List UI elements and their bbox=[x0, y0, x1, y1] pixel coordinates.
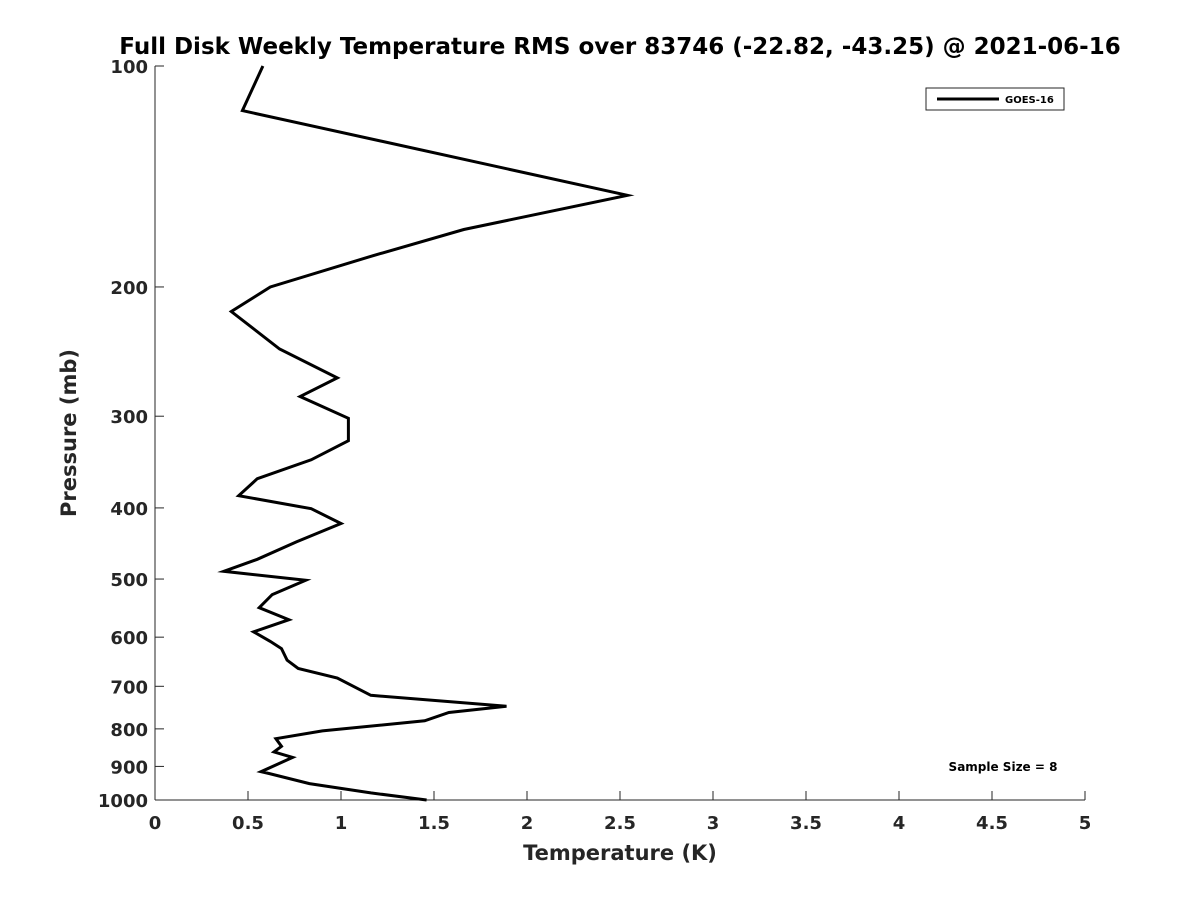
y-axis-label-group: Pressure (mb) bbox=[57, 349, 81, 517]
y-tick-label: 500 bbox=[110, 570, 148, 591]
y-tick-label: 700 bbox=[110, 677, 148, 698]
y-tick-label: 400 bbox=[110, 499, 148, 520]
x-tick-label: 4.5 bbox=[976, 813, 1008, 834]
x-tick-label: 0 bbox=[149, 813, 162, 834]
axes bbox=[154, 66, 1085, 801]
y-tick-label: 600 bbox=[110, 628, 148, 649]
x-axis-label: Temperature (K) bbox=[523, 841, 717, 865]
series-layer bbox=[217, 65, 635, 802]
x-tick-label: 0.5 bbox=[232, 813, 264, 834]
x-tick-label: 4 bbox=[893, 813, 906, 834]
x-tick-label: 1.5 bbox=[418, 813, 450, 834]
y-tick-label: 800 bbox=[110, 720, 148, 741]
y-tick-label: 900 bbox=[110, 757, 148, 778]
x-tick-label: 5 bbox=[1079, 813, 1092, 834]
y-tick-label: 1000 bbox=[98, 791, 148, 812]
series-line-goes-16 bbox=[217, 65, 635, 802]
x-tick-label: 2.5 bbox=[604, 813, 636, 834]
x-tick-label: 3 bbox=[707, 813, 720, 834]
x-tick-label: 1 bbox=[335, 813, 348, 834]
chart-title: Full Disk Weekly Temperature RMS over 83… bbox=[119, 34, 1121, 60]
y-ticks: 100 200 300 400 500 600 700 800 900 1000 bbox=[98, 57, 164, 812]
legend: GOES-16 bbox=[925, 87, 1065, 111]
y-tick-label: 300 bbox=[110, 407, 148, 428]
legend-entry-goes-16: GOES-16 bbox=[1005, 95, 1054, 106]
x-tick-label: 3.5 bbox=[790, 813, 822, 834]
x-tick-label: 2 bbox=[521, 813, 534, 834]
x-ticks: 0 0.5 1 1.5 2 2.5 3 3.5 4 4.5 5 bbox=[149, 791, 1092, 834]
y-tick-label: 200 bbox=[110, 278, 148, 299]
y-tick-label: 100 bbox=[110, 57, 148, 78]
y-axis-label: Pressure (mb) bbox=[57, 349, 81, 517]
sample-size-note: Sample Size = 8 bbox=[949, 760, 1058, 774]
